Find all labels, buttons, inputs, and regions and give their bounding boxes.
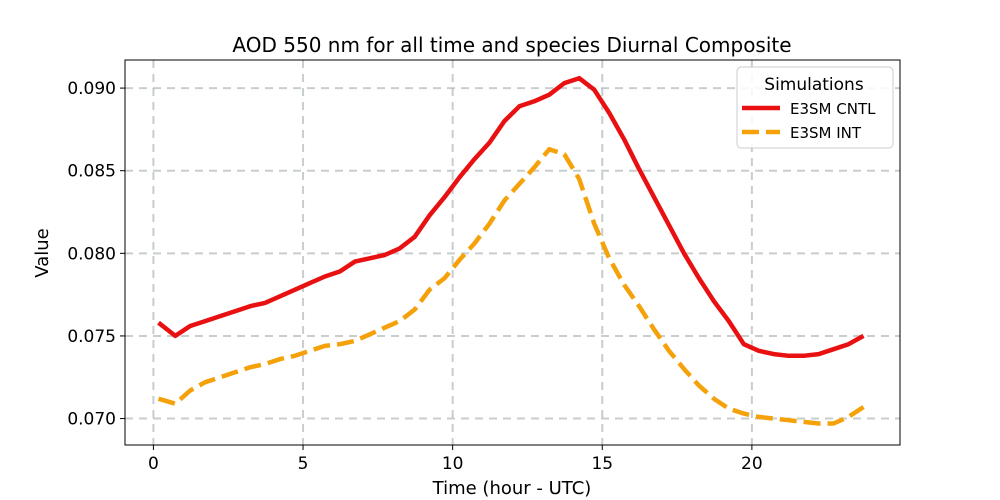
plot-area-frame (124, 59, 901, 446)
series-line-e3sm-cntl (157, 75, 865, 359)
x-tick-label: 10 (442, 454, 464, 474)
x-tick-label: 15 (591, 454, 613, 474)
x-axis-title: Time (hour - UTC) (432, 478, 592, 499)
legend-label-e3sm-int: E3SM INT (790, 124, 862, 142)
y-tick-label: 0.070 (67, 410, 116, 430)
series-layer (157, 75, 865, 426)
chart-title: AOD 550 nm for all time and species Diur… (232, 33, 791, 57)
legend: Simulations E3SM CNTL E3SM INT (736, 66, 894, 149)
y-tick-label: 0.075 (67, 327, 116, 347)
legend-title: Simulations (764, 75, 864, 95)
legend-box (736, 66, 894, 149)
series-line-e3sm-int (157, 146, 865, 426)
y-tick-label: 0.090 (67, 79, 116, 99)
y-axis: 0.070 0.075 0.080 0.085 0.090 (67, 79, 125, 430)
y-axis-title: Value (32, 228, 53, 277)
y-tick-label: 0.085 (67, 162, 116, 182)
x-tick-label: 0 (148, 454, 159, 474)
x-tick-label: 5 (298, 454, 309, 474)
y-tick-label: 0.080 (67, 244, 116, 264)
x-axis: 0 5 10 15 20 (148, 445, 763, 474)
x-tick-label: 20 (741, 454, 763, 474)
legend-label-e3sm-cntl: E3SM CNTL (790, 100, 876, 118)
